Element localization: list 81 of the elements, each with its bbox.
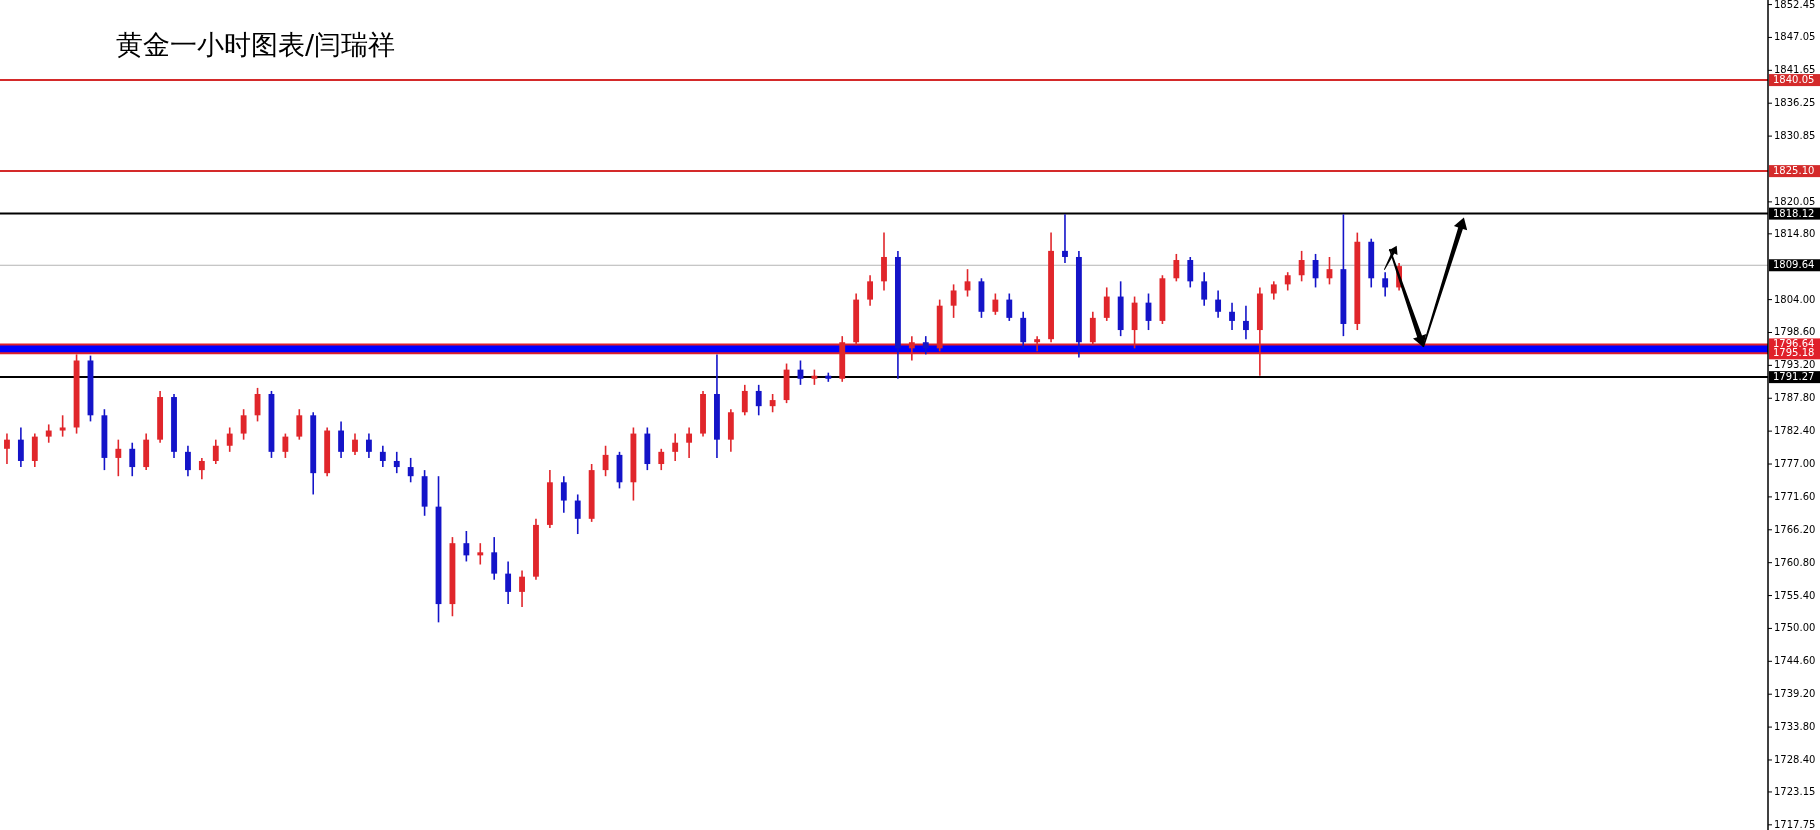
y-tick-label: 1760.80 <box>1774 556 1816 568</box>
candlestick <box>4 432 10 465</box>
candlestick <box>407 457 414 484</box>
candlestick <box>1201 271 1208 307</box>
y-tick-label: 1782.40 <box>1774 425 1816 437</box>
candlestick <box>17 426 24 468</box>
candlestick <box>1229 301 1235 331</box>
y-tick-label: 1728.40 <box>1774 753 1816 765</box>
candlestick <box>129 441 136 477</box>
candlestick <box>867 274 873 307</box>
candlestick <box>226 426 233 453</box>
y-tick-label: 1798.60 <box>1774 326 1816 338</box>
candlestick <box>115 438 122 477</box>
y-tick-label: 1814.80 <box>1774 227 1816 239</box>
candlestick <box>1187 256 1194 289</box>
y-tick-label: 1830.85 <box>1774 130 1816 142</box>
candlestick <box>212 438 219 465</box>
ref-line-label: 1795.18 <box>1773 347 1815 359</box>
candlestick <box>1173 253 1180 283</box>
ref-line-label: 1809.64 <box>1773 259 1815 271</box>
candlestick <box>393 451 400 474</box>
ref-line-label: 1825.10 <box>1773 165 1815 177</box>
candlestick <box>240 408 247 441</box>
candlestick <box>519 569 525 608</box>
candlestick <box>185 444 191 477</box>
y-tick-label: 1717.75 <box>1774 818 1816 830</box>
candlestick <box>769 393 776 414</box>
candlestick <box>1382 271 1389 298</box>
y-tick-label: 1744.60 <box>1774 655 1816 667</box>
ref-line-label: 1840.05 <box>1773 74 1815 86</box>
candlestick <box>1243 304 1249 340</box>
candlestick <box>505 560 512 605</box>
y-tick-label: 1739.20 <box>1774 688 1816 700</box>
candlestick <box>477 542 484 566</box>
candlestick <box>1062 213 1068 264</box>
candlestick <box>560 475 567 514</box>
candlestick <box>1270 280 1277 301</box>
candlestick <box>198 457 205 481</box>
y-tick-label: 1766.20 <box>1774 523 1816 535</box>
candlestick <box>950 283 957 319</box>
y-tick-label: 1836.25 <box>1774 97 1816 109</box>
candlestick <box>1284 271 1291 292</box>
candlestick <box>1298 250 1305 283</box>
y-tick-label: 1750.00 <box>1774 622 1816 634</box>
y-tick-label: 1723.15 <box>1774 785 1816 797</box>
y-tick-label: 1733.80 <box>1774 721 1816 733</box>
candlestick <box>922 335 929 356</box>
candlestick <box>352 432 358 456</box>
y-tick-label: 1755.40 <box>1774 589 1816 601</box>
text: 黄金一小时图表/闫瑞祥 <box>116 29 396 60</box>
candlestick <box>755 384 762 417</box>
y-tick-label: 1852.45 <box>1774 0 1816 10</box>
candlestick <box>992 292 999 316</box>
candlestick <box>296 408 303 441</box>
candlestick <box>491 536 498 581</box>
candlestick <box>1006 292 1013 322</box>
candlestick <box>45 423 52 444</box>
y-tick-label: 1787.80 <box>1774 392 1816 404</box>
candlestick <box>1215 289 1222 319</box>
candlestick <box>658 448 665 471</box>
candlestick <box>1103 286 1110 322</box>
candlestick <box>463 530 470 563</box>
ref-line-label: 1796.64 <box>1773 338 1815 350</box>
y-tick-label: 1804.00 <box>1774 293 1816 305</box>
candlestick <box>379 444 386 468</box>
candlestick <box>741 384 748 417</box>
y-tick-label: 1841.65 <box>1774 64 1816 76</box>
candlestick <box>686 426 693 459</box>
y-tick-label: 1777.00 <box>1774 458 1816 470</box>
candlestick <box>365 432 372 459</box>
candlestick <box>574 493 581 535</box>
y-tick-label: 1820.05 <box>1774 195 1816 207</box>
candlestick <box>338 420 344 459</box>
candlestick <box>672 432 679 462</box>
ref-line-label: 1791.27 <box>1773 371 1815 383</box>
candlestick <box>282 432 289 459</box>
y-tick-label: 1771.60 <box>1774 490 1816 502</box>
y-tick-label: 1847.05 <box>1774 31 1816 43</box>
ref-line-label: 1818.12 <box>1773 207 1815 219</box>
y-tick-label: 1793.20 <box>1774 359 1816 371</box>
candlestick <box>59 414 66 438</box>
